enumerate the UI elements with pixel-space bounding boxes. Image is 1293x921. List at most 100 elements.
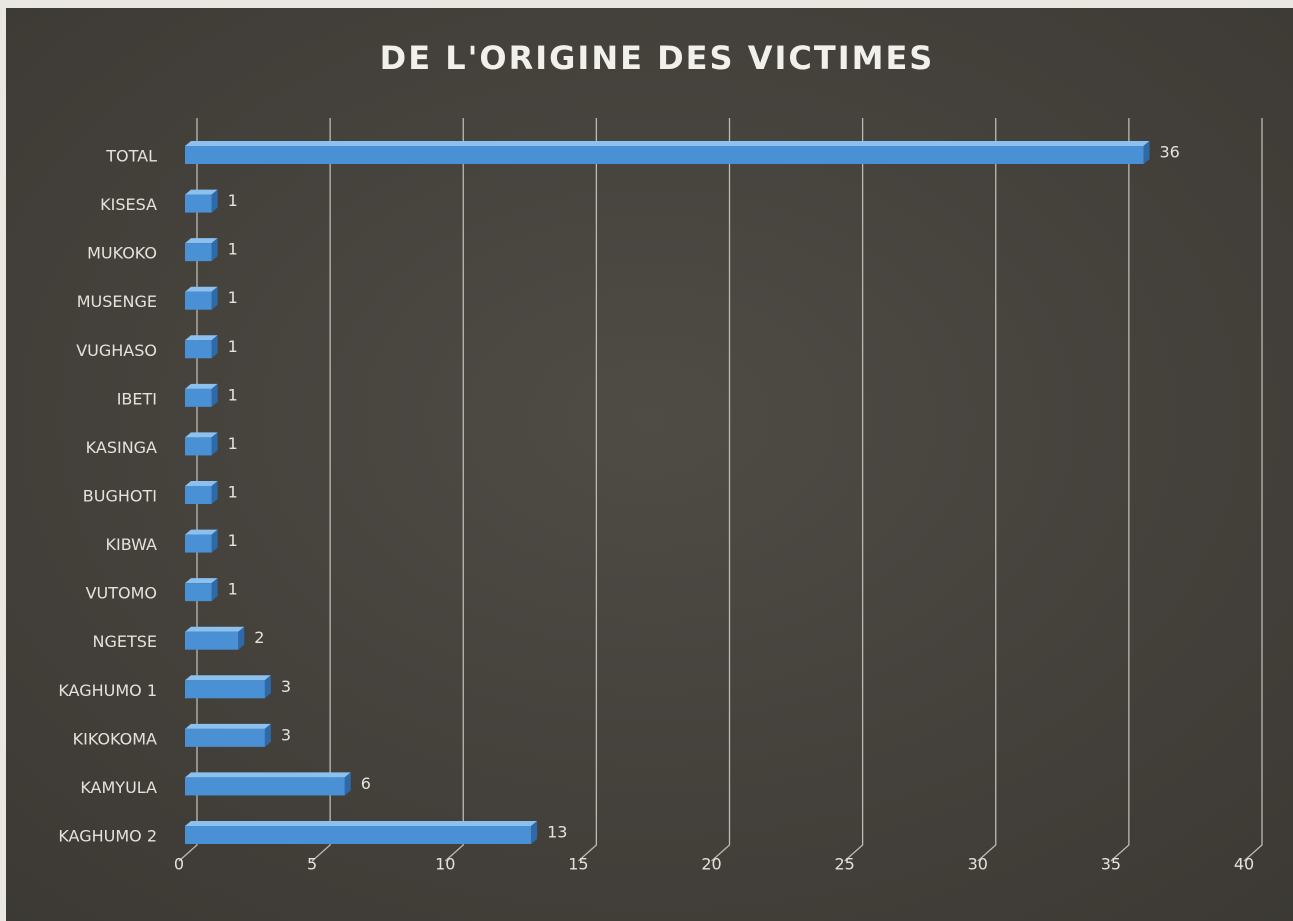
y-tick-label: IBETI <box>117 389 157 408</box>
bar-top <box>185 529 218 535</box>
x-tick-label: 10 <box>435 855 455 874</box>
y-tick-label: MUSENGE <box>77 292 157 311</box>
x-tick-label: 0 <box>174 855 184 874</box>
y-tick-label: KISESA <box>100 195 157 214</box>
bar-top <box>185 189 218 195</box>
bar-side <box>211 578 218 602</box>
y-tick-label: KIBWA <box>105 535 157 554</box>
bar-front <box>185 486 212 504</box>
bar-side <box>264 723 271 747</box>
grid-line <box>444 118 464 862</box>
bar-side <box>211 238 218 262</box>
grid-line <box>311 118 331 862</box>
y-tick-label: KAMYULA <box>80 778 157 797</box>
grid-line <box>711 118 731 862</box>
bar-side <box>211 189 218 213</box>
grid-line <box>1243 118 1263 862</box>
value-label: 1 <box>228 288 238 307</box>
bar-front <box>185 388 212 407</box>
bar <box>185 383 218 407</box>
bar-front <box>185 826 532 844</box>
value-label: 1 <box>228 434 238 453</box>
y-tick-label: BUGHOTI <box>83 487 157 506</box>
bar <box>185 238 218 262</box>
bar-top <box>185 238 218 244</box>
bar-top <box>185 675 271 681</box>
bar-top <box>185 481 218 486</box>
bar-top <box>185 772 351 778</box>
value-label: 1 <box>228 531 238 550</box>
bar <box>185 626 245 650</box>
value-label: 13 <box>547 823 567 842</box>
bar <box>185 821 538 844</box>
bar-top <box>185 578 218 584</box>
bar-front <box>185 631 239 650</box>
y-tick-label: TOTAL <box>105 147 157 166</box>
y-tick-label: MUKOKO <box>87 244 157 263</box>
grid-line <box>577 118 598 862</box>
y-tick-label: KAGHUMO 2 <box>58 827 157 846</box>
bar <box>185 286 218 310</box>
bar <box>185 772 351 796</box>
bar-front <box>185 437 212 456</box>
bar-front <box>185 680 265 699</box>
bar-side <box>211 335 218 359</box>
bar-top <box>185 432 218 438</box>
bar <box>185 141 1150 164</box>
bar <box>185 578 218 602</box>
y-tick-label: VUGHASO <box>76 341 157 360</box>
bar <box>185 481 218 504</box>
value-label: 6 <box>361 774 371 793</box>
chart-title: DE L'ORIGINE DES VICTIMES <box>380 39 935 77</box>
bar-side <box>211 481 218 504</box>
value-label: 3 <box>281 725 291 744</box>
bar-front <box>185 243 212 262</box>
bar-side <box>264 675 271 699</box>
y-tick-label: KAGHUMO 1 <box>58 681 157 700</box>
bar-top <box>185 821 538 826</box>
x-tick-label: 25 <box>834 855 854 874</box>
value-label: 1 <box>228 580 238 599</box>
bar-side <box>211 529 218 553</box>
bar <box>185 675 271 699</box>
bar <box>185 529 218 553</box>
x-tick-label: 20 <box>701 855 721 874</box>
bar-side <box>238 626 245 650</box>
bar-top <box>185 141 1150 146</box>
value-label: 36 <box>1160 143 1180 162</box>
bar-top <box>185 286 218 292</box>
bar-front <box>185 534 212 553</box>
bar-top <box>185 335 218 341</box>
value-label: 1 <box>228 240 238 259</box>
bar-side <box>344 772 351 796</box>
x-tick-label: 35 <box>1101 855 1121 874</box>
value-label: 1 <box>228 483 238 502</box>
bar <box>185 432 218 456</box>
bar-top <box>185 723 271 729</box>
grid-line <box>178 118 198 862</box>
grid-line <box>1110 118 1130 862</box>
x-tick-label: 30 <box>968 855 988 874</box>
value-label: 3 <box>281 677 291 696</box>
x-tick-label: 5 <box>307 855 317 874</box>
y-tick-label: KIKOKOMA <box>73 729 157 748</box>
value-label: 1 <box>228 385 238 404</box>
y-tick-label: VUTOMO <box>86 584 157 603</box>
bar-side <box>211 432 218 456</box>
value-label: 2 <box>254 628 264 647</box>
grid-line <box>977 118 997 862</box>
value-label: 1 <box>228 191 238 210</box>
bar-top <box>185 383 218 389</box>
bar-front <box>185 146 1144 164</box>
y-tick-label: KASINGA <box>86 438 157 457</box>
bar-front <box>185 194 212 213</box>
bar <box>185 335 218 359</box>
x-tick-label: 15 <box>568 855 588 874</box>
bar-front <box>185 728 265 747</box>
grid-line <box>844 118 864 862</box>
bar-front <box>185 340 212 359</box>
bar-side <box>531 821 538 844</box>
bar-front <box>185 583 212 602</box>
bar <box>185 189 218 213</box>
